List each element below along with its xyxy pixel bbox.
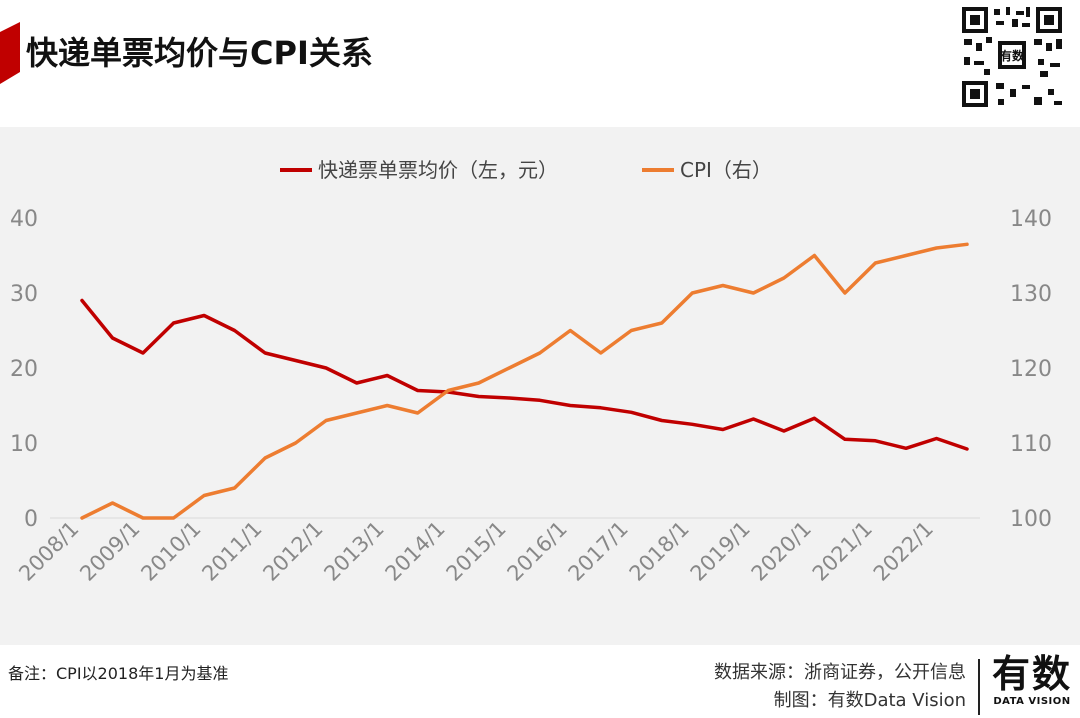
x-tick-label: 2018/1	[625, 517, 694, 586]
source-info: 数据来源：浙商证券，公开信息 制图：有数Data Vision	[714, 659, 966, 715]
y-left-tick-label: 30	[10, 282, 38, 307]
made-by-text: 制图：有数Data Vision	[773, 690, 966, 711]
y-left-tick-label: 10	[10, 432, 38, 457]
y-right-tick-label: 130	[1010, 282, 1052, 307]
x-tick-label: 2009/1	[75, 517, 144, 586]
legend-label-series2: CPI（右）	[680, 158, 772, 182]
x-tick-label: 2020/1	[747, 517, 816, 586]
x-tick-label: 2017/1	[564, 517, 633, 586]
x-tick-label: 2015/1	[442, 517, 511, 586]
brand-name-en: DATA VISION	[993, 696, 1071, 707]
y-left-tick-label: 0	[24, 507, 38, 532]
x-tick-label: 2010/1	[136, 517, 205, 586]
x-tick-label: 2014/1	[381, 517, 450, 586]
y-right-tick-label: 100	[1010, 507, 1052, 532]
legend: 快递票单票均价（左，元） CPI（右）	[280, 158, 772, 182]
y-left-tick-label: 20	[10, 357, 38, 382]
brand-name-cn: 有数	[991, 652, 1072, 696]
x-tick-label: 2021/1	[808, 517, 877, 586]
qr-code-icon: 有数	[960, 5, 1064, 109]
title-accent-bar	[0, 22, 20, 84]
y-right-tick-label: 140	[1010, 207, 1052, 232]
y-right-tick-label: 110	[1010, 432, 1052, 457]
series-lines	[80, 242, 969, 520]
x-tick-label: 2016/1	[503, 517, 572, 586]
chart-panel	[0, 127, 1080, 645]
svg-text:有数: 有数	[1000, 48, 1025, 63]
x-tick-label: 2012/1	[258, 517, 327, 586]
y-axis-left: 0 10 20 30 40	[10, 207, 38, 532]
x-tick-label: 2019/1	[686, 517, 755, 586]
footnote: 备注：CPI以2018年1月为基准	[8, 664, 229, 683]
title-accent-shape	[0, 22, 20, 84]
page-title: 快递单票均价与CPI关系	[26, 34, 373, 72]
brand-logo: 有数 DATA VISION	[988, 652, 1076, 707]
x-axis-ticks: 2008/12009/12010/12011/12012/12013/12014…	[14, 517, 938, 586]
y-left-tick-label: 40	[10, 207, 38, 232]
x-tick-label: 2013/1	[319, 517, 388, 586]
series-line-1	[80, 298, 969, 451]
y-right-tick-label: 120	[1010, 357, 1052, 382]
series-line-2	[80, 242, 969, 520]
source-text: 数据来源：浙商证券，公开信息	[714, 662, 966, 683]
legend-label-series1: 快递票单票均价（左，元）	[318, 158, 558, 182]
x-tick-label: 2011/1	[197, 517, 266, 586]
x-tick-label: 2022/1	[869, 517, 938, 586]
brand-divider	[978, 659, 980, 715]
y-axis-right: 100 110 120 130 140	[1010, 207, 1052, 532]
